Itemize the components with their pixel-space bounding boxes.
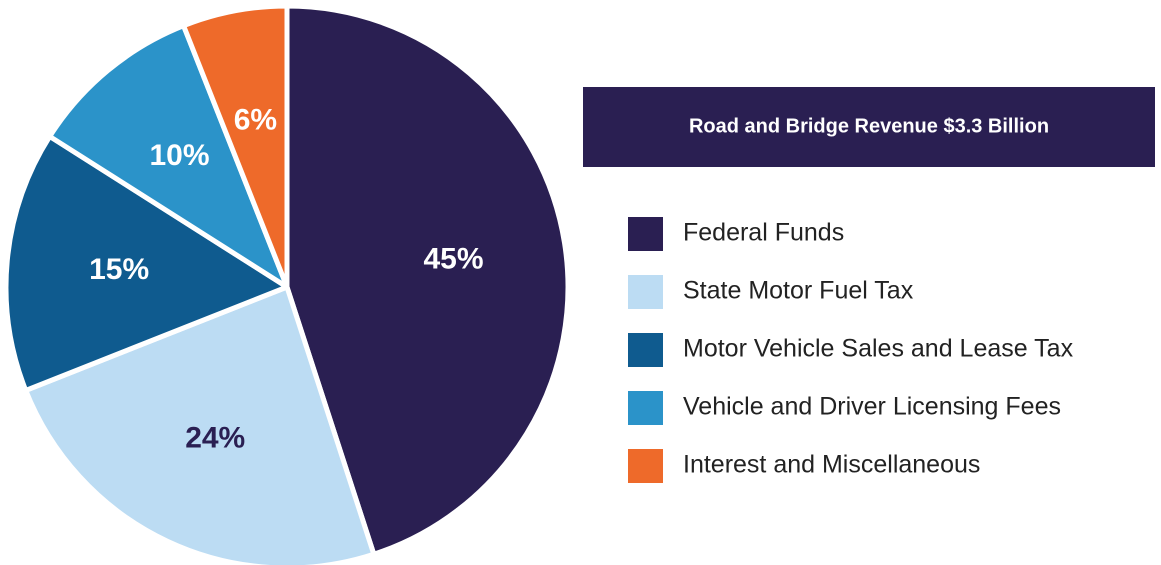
pie-slice bbox=[181, 3, 290, 290]
data-label: 10% bbox=[150, 139, 210, 172]
pie-slice bbox=[284, 3, 571, 557]
legend-label: Interest and Miscellaneous bbox=[683, 451, 980, 479]
legend-swatch bbox=[628, 391, 663, 425]
legend-swatch bbox=[628, 217, 663, 251]
data-label: 6% bbox=[234, 103, 277, 136]
legend-swatch bbox=[628, 275, 663, 309]
legend-label: Vehicle and Driver Licensing Fees bbox=[683, 393, 1061, 421]
chart-title: Road and Bridge Revenue $3.3 Billion bbox=[689, 115, 1049, 137]
legend-label: Federal Funds bbox=[683, 219, 844, 247]
legend-swatch bbox=[628, 449, 663, 483]
title-box bbox=[583, 87, 1155, 167]
legend-swatch bbox=[628, 333, 663, 367]
data-label: 15% bbox=[89, 253, 149, 286]
data-label: 24% bbox=[185, 421, 245, 454]
legend-label: Motor Vehicle Sales and Lease Tax bbox=[683, 335, 1074, 363]
legend-label: State Motor Fuel Tax bbox=[683, 277, 914, 305]
data-label: 45% bbox=[424, 243, 484, 276]
pie-slice bbox=[47, 23, 290, 290]
pie-slice bbox=[3, 133, 290, 393]
